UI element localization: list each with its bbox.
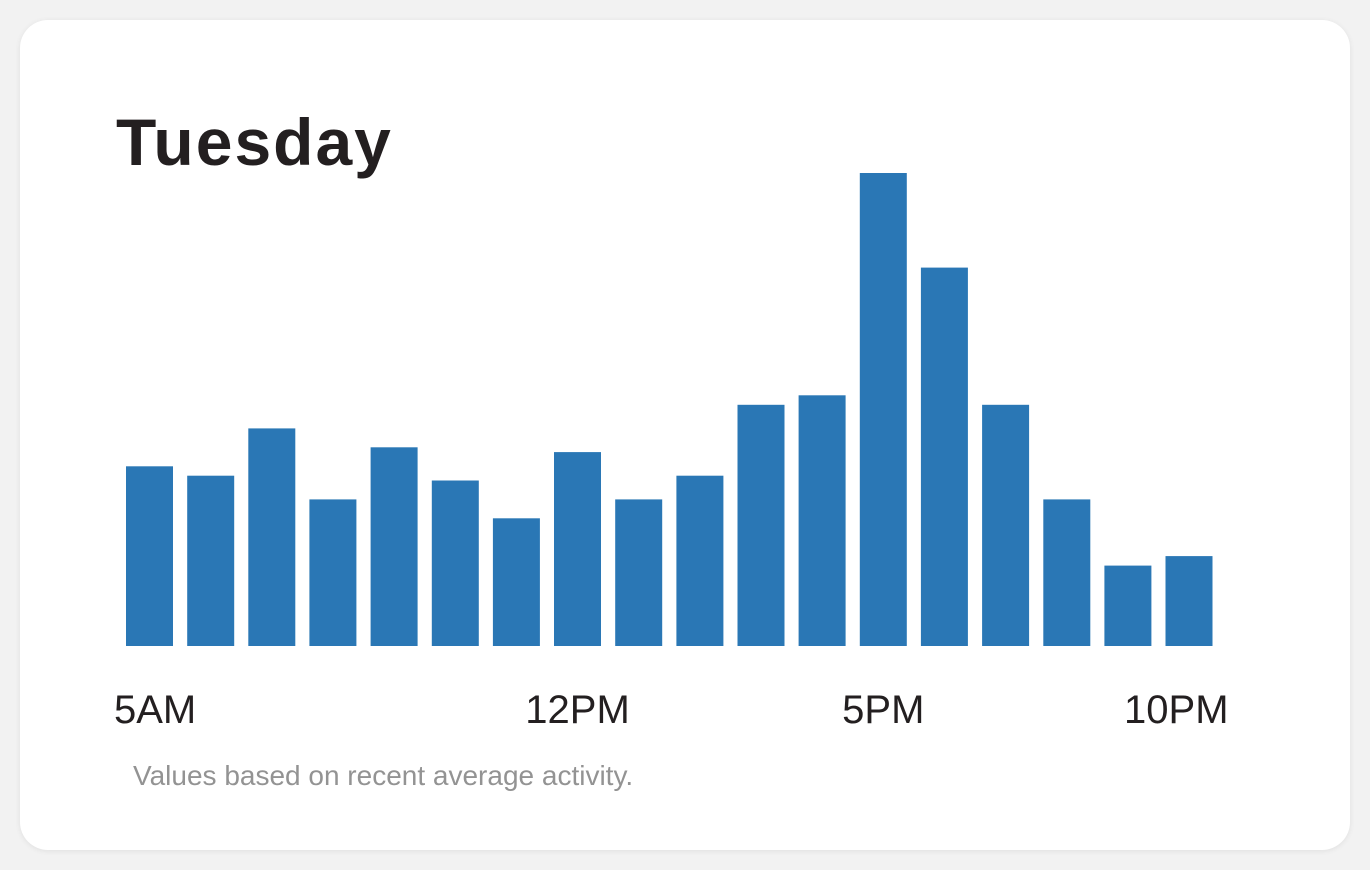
bar-7pm xyxy=(982,404,1030,646)
bar-4pm xyxy=(798,395,846,646)
footnote: Values based on recent average activity. xyxy=(133,760,634,791)
bar-12pm xyxy=(554,452,601,646)
tick-label-5am: 5AM xyxy=(114,688,196,732)
bar-9pm xyxy=(1104,565,1152,646)
bar-5pm xyxy=(859,173,907,646)
day-title: Tuesday xyxy=(116,105,393,179)
bar-5am xyxy=(126,466,173,646)
tick-label-5pm: 5PM xyxy=(842,688,924,732)
bar-6pm xyxy=(920,267,968,646)
activity-bar-chart: 5AM 12PM 5PM 10PM xyxy=(114,173,1229,732)
bar-8pm xyxy=(1043,499,1091,646)
bar-7am xyxy=(248,428,296,646)
bar-3pm xyxy=(737,404,785,646)
bar-8am xyxy=(309,499,357,646)
popular-times-card: Tuesday 5AM 12PM 5PM 10PM Values based on r… xyxy=(20,20,1350,850)
tick-label-10pm: 10PM xyxy=(1124,688,1229,732)
bar-10am xyxy=(431,480,479,646)
bar-6am xyxy=(187,475,235,646)
bar-9am xyxy=(370,447,418,646)
bar-2pm xyxy=(676,475,724,646)
bar-11am xyxy=(492,518,540,646)
bars-group xyxy=(126,173,1213,646)
bar-10pm xyxy=(1165,556,1213,646)
x-axis-ticks: 5AM 12PM 5PM 10PM xyxy=(114,688,1229,732)
bar-1pm xyxy=(615,499,663,646)
tick-label-12pm: 12PM xyxy=(525,688,630,732)
